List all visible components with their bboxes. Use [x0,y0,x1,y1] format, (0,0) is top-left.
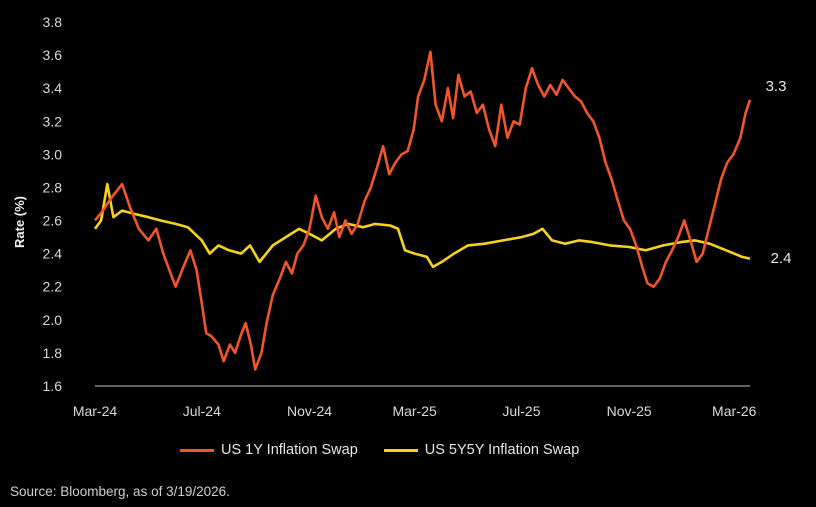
y-tick-label: 1.6 [43,378,63,394]
y-tick-label: 2.6 [43,213,63,229]
legend: US 1Y Inflation Swap US 5Y5Y Inflation S… [180,442,579,458]
y-tick-label: 3.6 [43,47,63,63]
source-note: Source: Bloomberg, as of 3/19/2026. [10,484,230,499]
x-tick-label: Jul-24 [183,403,221,419]
x-tick-label: Mar-26 [712,403,757,419]
y-tick-label: 3.8 [43,14,63,30]
y-tick-label: 3.2 [43,113,63,129]
x-tick-label: Jul-25 [502,403,540,419]
x-tick-label: Mar-24 [73,403,118,419]
x-tick-label: Nov-25 [607,403,652,419]
y-axis: 1.6 1.8 2.0 2.2 2.4 2.6 2.8 3.0 3.2 3.4 3.6 3.8 [43,14,63,394]
end-label-us-1y: 3.3 [766,78,787,95]
x-axis: Mar-24 Jul-24 Nov-24 Mar-25 Jul-25 Nov-25 Mar-… [73,385,757,419]
legend-item-us-1y: US 1Y Inflation Swap [180,442,358,458]
legend-item-us-5y5y: US 5Y5Y Inflation Swap [383,442,580,458]
y-tick-label: 3.0 [43,146,63,162]
series-line-us-5y5y [93,182,751,269]
legend-label-us-1y: US 1Y Inflation Swap [221,442,358,458]
y-axis-label: Rate (%) [12,196,27,248]
y-tick-label: 2.0 [43,312,63,328]
y-tick-label: 2.8 [43,179,63,195]
x-tick-label: Mar-25 [392,403,437,419]
x-tick-label: Nov-24 [287,403,332,419]
y-tick-label: 3.4 [43,80,63,96]
series-line-us-1y [93,50,752,371]
legend-swatch-us-5y5y [383,448,418,452]
y-tick-label: 2.2 [43,279,63,295]
end-label-us-5y5y: 2.4 [771,250,792,267]
y-tick-label: 1.8 [43,345,63,361]
legend-label-us-5y5y: US 5Y5Y Inflation Swap [424,442,580,458]
y-tick-label: 2.4 [43,246,63,262]
legend-swatch-us-1y [180,448,214,452]
series-lines [93,50,752,371]
end-labels: 3.3 2.4 [766,78,792,267]
